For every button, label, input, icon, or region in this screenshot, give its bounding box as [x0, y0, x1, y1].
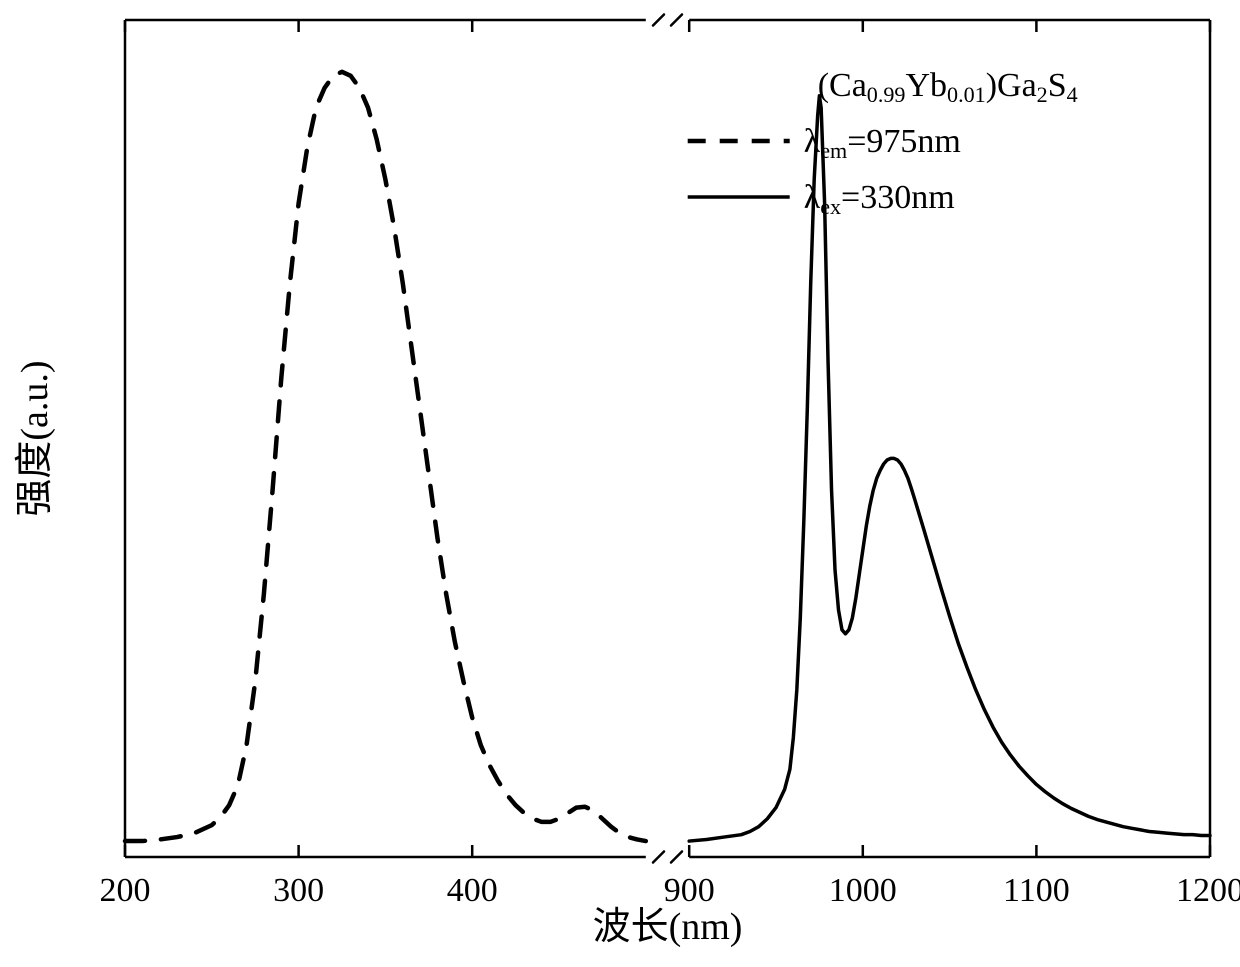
svg-text:900: 900 — [664, 872, 715, 909]
svg-text:1100: 1100 — [1003, 872, 1070, 909]
spectrum-chart: 200300400900100011001200波长(nm)强度(a.u.)(C… — [0, 0, 1240, 967]
svg-text:400: 400 — [447, 872, 498, 909]
svg-text:1200: 1200 — [1176, 872, 1240, 909]
svg-text:1000: 1000 — [829, 872, 897, 909]
svg-text:波长(nm): 波长(nm) — [593, 906, 743, 948]
svg-text:300: 300 — [273, 872, 324, 909]
svg-text:强度(a.u.): 强度(a.u.) — [14, 360, 56, 516]
svg-text:200: 200 — [100, 872, 151, 909]
chart-svg: 200300400900100011001200波长(nm)强度(a.u.)(C… — [0, 0, 1240, 967]
